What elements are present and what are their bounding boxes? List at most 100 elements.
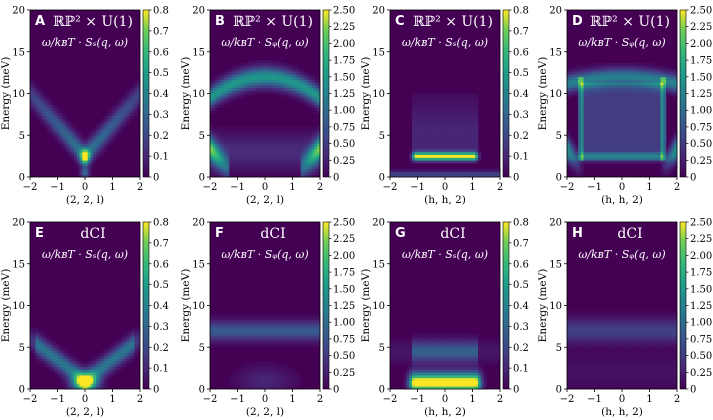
heatmap-cell [311,74,315,78]
heatmap-cell [35,338,39,342]
heatmap-cell [663,101,667,105]
heatmap-cell [575,146,579,150]
heatmap-cell [655,132,659,136]
heatmap-cell [245,154,249,158]
heatmap-cell [232,386,236,390]
heatmap-cell [131,352,135,356]
heatmap-cell [267,85,271,89]
heatmap-cell [630,151,634,156]
heatmap-cell [267,149,271,153]
heatmap-cell [210,151,214,156]
heatmap-cell [262,90,266,94]
heatmap-cell [262,313,266,317]
heatmap-cell [129,333,133,337]
heatmap-cell [578,99,582,103]
heatmap-cell [54,369,58,373]
heatmap-cell [624,93,628,97]
heatmap-cell [232,330,236,334]
heatmap-cell [583,68,587,72]
heatmap-cell [107,355,111,359]
heatmap-cell [594,132,598,136]
heatmap-cell [68,358,72,362]
heatmap-cell [392,174,396,178]
heatmap-cell [287,87,291,92]
panel-letter: E [35,226,44,241]
heatmap-cell [309,171,313,175]
heatmap-cell [289,146,293,150]
heatmap-cell [232,157,236,161]
heatmap-cell [223,322,227,326]
heatmap-cell [589,149,593,153]
heatmap-cell [52,355,56,359]
heatmap-cell [461,99,465,103]
heatmap-cell [76,138,80,142]
heatmap-cell [475,151,479,156]
heatmap-cell [237,341,241,345]
heatmap-cell [633,143,637,147]
heatmap-cell [65,138,69,142]
heatmap-cell [605,146,609,150]
heatmap-cell [644,112,648,117]
heatmap-cell [221,90,225,94]
heatmap-cell [101,126,105,130]
heatmap-cell [453,149,457,153]
heatmap-cell [57,132,61,136]
heatmap-cell [575,79,579,83]
heatmap-cell [254,372,258,376]
heatmap-cell [226,132,230,136]
heatmap-cell [262,154,266,158]
heatmap-cell [300,146,304,150]
heatmap-cell [60,352,64,356]
heatmap-cell [458,93,462,97]
heatmap-cell [638,62,642,66]
heatmap-cell [619,90,623,94]
heatmap-cell [265,163,269,167]
heatmap-cell [439,154,443,158]
heatmap-cell [635,93,639,97]
heatmap-cell [96,146,100,150]
heatmap-cell [229,146,233,150]
heatmap-cell [229,341,233,345]
heatmap-cell [226,135,230,139]
heatmap-cell [423,93,427,97]
heatmap-cell [234,316,238,320]
heatmap-cell [425,135,429,139]
heatmap-cell [38,341,42,345]
heatmap-cell [445,132,449,136]
heatmap-cell [311,168,315,172]
heatmap-cell [641,68,645,72]
heatmap-cell [251,132,255,136]
heatmap-cell [85,157,89,161]
heatmap-cell [281,68,285,72]
heatmap-cell [583,126,587,130]
heatmap-cell [652,151,656,156]
heatmap-cell [60,140,64,144]
heatmap-cell [597,96,601,100]
heatmap-cell [580,118,584,122]
heatmap-cell [589,96,593,100]
heatmap-cell [137,79,141,83]
heatmap-cell [115,352,119,356]
heatmap-cell [284,138,288,142]
heatmap-cell [234,369,238,373]
heatmap-cell [428,171,432,175]
heatmap-cell [74,135,78,139]
heatmap-cell [674,79,678,83]
colorbar-tick-label: 1.75 [333,56,355,67]
heatmap-cell [605,135,609,139]
heatmap-cell [243,380,247,384]
heatmap-cell [215,138,219,142]
heatmap-cell [68,121,72,125]
heatmap-cell [633,138,637,142]
heatmap-cell [223,79,227,83]
heatmap-cell [613,124,617,128]
heatmap-cell [60,355,64,359]
heatmap-cell [131,350,135,354]
heatmap-cell [660,132,664,136]
heatmap-cell [259,168,263,172]
heatmap-cell [82,151,86,156]
heatmap-cell [237,168,241,172]
heatmap-cell [46,96,50,100]
heatmap-cell [572,157,576,161]
heatmap-cell [234,319,238,323]
